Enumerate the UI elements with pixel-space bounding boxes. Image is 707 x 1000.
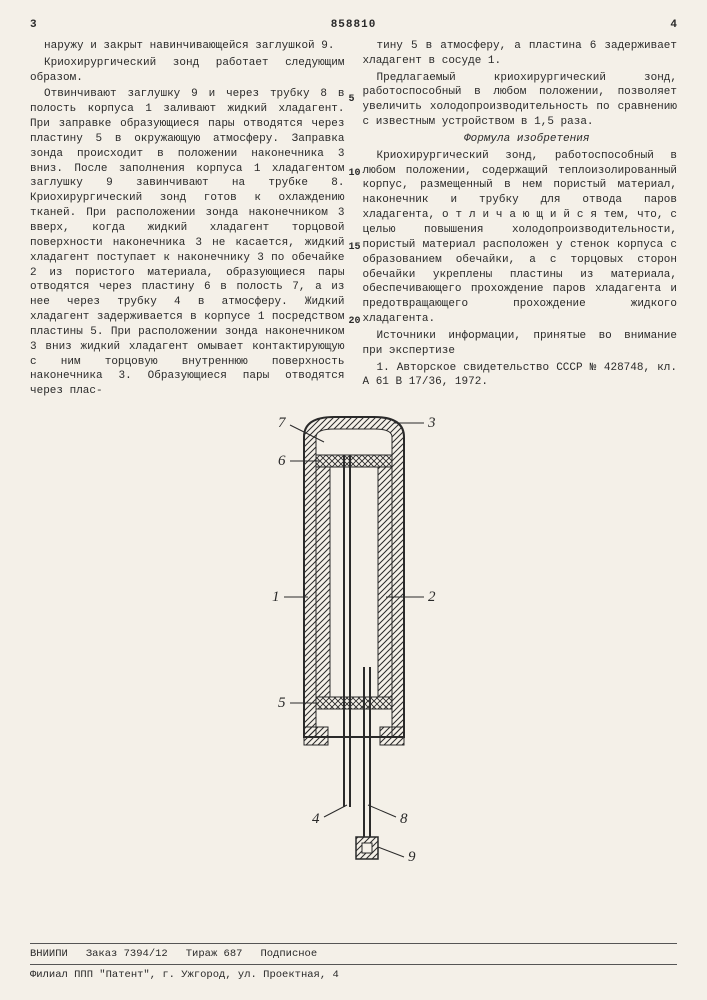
cryoprobe-diagram: 7 3 6 1 2 5 4 8 [224,407,484,887]
line-number: 15 [349,241,361,255]
right-column: 5 10 15 20 тину 5 в атмосферу, а пластин… [363,39,678,401]
para: Предлагаемый криохирургический зонд, раб… [363,71,678,130]
footer: ВНИИПИ Заказ 7394/12 Тираж 687 Подписное… [30,943,677,982]
footer-sign: Подписное [260,947,317,961]
para: тину 5 в атмосферу, а пластина 6 задержи… [363,39,678,69]
page-num-left: 3 [30,18,37,33]
figure-label-4: 4 [312,811,320,827]
footer-org: ВНИИПИ [30,947,68,961]
para: Криохирургический зонд работает следующи… [30,56,345,86]
line-number: 10 [349,167,361,181]
para: 1. Авторское свидетельство СССР № 428748… [363,361,678,391]
figure-label-8: 8 [400,811,408,827]
figure-label-7: 7 [278,415,287,431]
figure-label-2: 2 [428,589,436,605]
line-number: 5 [349,93,355,107]
formula-title: Формула изобретения [363,132,678,147]
text-columns: наружу и закрыт навинчивающейся заглушко… [30,39,677,401]
document-number: 858810 [331,18,377,33]
footer-branch: Филиал ППП "Патент", г. Ужгород, ул. Про… [30,969,339,981]
page-header: 3 858810 4 [30,18,677,33]
para: Криохирургический зонд, работоспособный … [363,149,678,327]
figure-label-6: 6 [278,453,286,469]
footer-tirage: Тираж 687 [186,947,243,961]
figure-label-9: 9 [408,849,416,865]
left-column: наружу и закрыт навинчивающейся заглушко… [30,39,345,401]
para: наружу и закрыт навинчивающейся заглушко… [30,39,345,54]
figure-label-5: 5 [278,695,286,711]
para: Источники информации, принятые во вниман… [363,329,678,359]
page-num-right: 4 [670,18,677,33]
footer-order: Заказ 7394/12 [86,947,168,961]
figure-label-1: 1 [272,589,280,605]
figure-label-3: 3 [427,415,436,431]
figure-area: 7 3 6 1 2 5 4 8 [30,407,677,887]
line-number: 20 [349,315,361,329]
para: Отвинчивают заглушку 9 и через трубку 8 … [30,87,345,399]
